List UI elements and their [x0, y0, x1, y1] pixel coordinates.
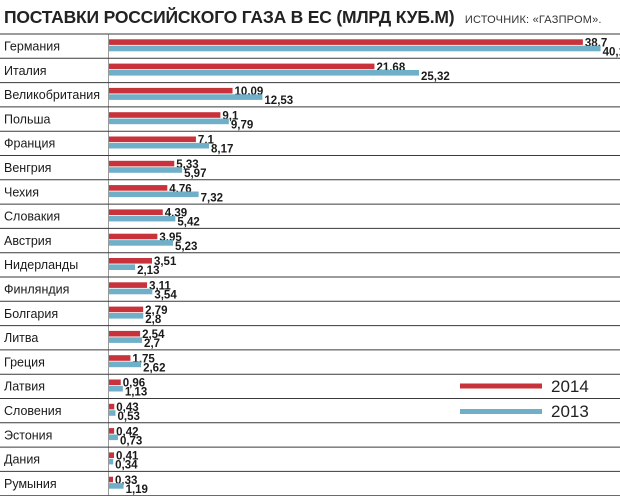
data-label-2013: 5,23: [175, 241, 197, 253]
bar-2014: [109, 428, 115, 434]
bar-2013: [109, 288, 153, 295]
data-label-2013: 0,73: [120, 435, 142, 447]
bar-2014: [109, 258, 152, 264]
data-label-2013: 0,53: [117, 411, 139, 423]
category-label: Литва: [4, 331, 38, 345]
data-label-2013: 5,97: [184, 168, 206, 180]
data-label-2014: 3,11: [149, 281, 171, 293]
data-label-2013: 1,13: [125, 387, 147, 399]
data-label-2013: 12,53: [264, 95, 293, 107]
bar-2014: [109, 63, 375, 70]
data-label-2014: 0,41: [116, 451, 139, 463]
category-label: Дания: [4, 453, 40, 467]
data-label-2013: 9,79: [231, 119, 253, 131]
bar-2013: [109, 45, 601, 52]
bar-2013: [109, 434, 118, 441]
bar-2013: [109, 142, 210, 149]
data-label-2014: 2,79: [145, 305, 167, 317]
category-label: Германия: [4, 40, 60, 54]
bar-2014: [109, 136, 196, 143]
category-label: Франция: [4, 137, 55, 151]
data-label-2014: 0,42: [116, 426, 138, 438]
category-label: Италия: [4, 64, 47, 78]
bar-2014: [109, 185, 168, 191]
bar-2014: [109, 330, 141, 337]
data-label-2013: 7,32: [201, 192, 223, 204]
legend-swatch-2014: [460, 383, 542, 389]
data-label-2013: 8,17: [211, 144, 233, 156]
bar-2014: [109, 87, 233, 94]
bar-2014: [109, 306, 144, 313]
data-label-2013: 1,19: [126, 484, 148, 496]
category-label: Чехия: [4, 185, 39, 199]
data-label-2014: 0,43: [116, 402, 138, 414]
data-label-2013: 40,15: [603, 47, 620, 59]
bar-2013: [109, 264, 136, 270]
bar-2013: [109, 337, 143, 343]
data-label-2013: 3,54: [154, 290, 177, 302]
data-label-2013: 2,7: [144, 338, 160, 350]
bar-2014: [109, 403, 115, 410]
legend-swatch-2013: [460, 409, 542, 414]
data-label-2013: 2,62: [143, 362, 165, 374]
category-label: Финляндия: [4, 283, 69, 297]
data-label-2014: 0,96: [123, 378, 145, 390]
data-label-2013: 5,42: [177, 217, 199, 229]
category-label: Латвия: [4, 380, 45, 394]
data-label-2014: 2,54: [142, 329, 165, 341]
bar-2013: [109, 94, 263, 100]
legend-label-2013: 2013: [551, 402, 589, 421]
chart-header: ПОСТАВКИ РОССИЙСКОГО ГАЗА В ЕС (МЛРД КУБ…: [4, 7, 616, 29]
bar-2014: [109, 379, 121, 386]
category-label: Венгрия: [4, 161, 51, 175]
category-label: Нидерланды: [4, 258, 78, 272]
data-label-2013: 2,13: [137, 265, 159, 277]
bar-2013: [109, 70, 420, 76]
bar-2013: [109, 483, 124, 489]
bar-2014: [109, 282, 148, 288]
bar-2014: [109, 209, 163, 215]
bar-2014: [109, 39, 583, 45]
category-label: Великобритания: [4, 88, 100, 102]
legend-label-2014: 2014: [551, 377, 589, 396]
category-label: Словакия: [4, 210, 60, 224]
bar-2013: [109, 410, 116, 416]
bar-2013: [109, 458, 114, 465]
bar-2013: [109, 240, 174, 246]
bar-2013: [109, 385, 123, 392]
chart-source: ИСТОЧНИК: «ГАЗПРОМ».: [464, 14, 602, 26]
bar-2014: [109, 452, 115, 458]
category-label: Австрия: [4, 234, 52, 248]
category-label: Румыния: [4, 477, 57, 491]
bar-2013: [109, 361, 142, 368]
category-label: Греция: [4, 355, 45, 369]
bar-2013: [109, 191, 199, 198]
bar-2014: [109, 233, 158, 240]
bar-2014: [109, 112, 221, 118]
bar-2013: [109, 167, 183, 173]
data-label-2013: 0,34: [115, 460, 138, 472]
bar-2014: [109, 476, 114, 483]
bar-2014: [109, 160, 175, 167]
bar-2013: [109, 215, 176, 222]
category-label: Эстония: [4, 428, 52, 442]
bar-2013: [109, 313, 144, 319]
bar-2014: [109, 355, 131, 361]
data-label-2013: 25,32: [421, 71, 450, 83]
data-label-2013: 2,8: [145, 314, 162, 326]
category-label: Болгария: [4, 307, 58, 321]
category-label: Польша: [4, 112, 50, 126]
chart-title: ПОСТАВКИ РОССИЙСКОГО ГАЗА В ЕС (МЛРД КУБ…: [4, 7, 455, 27]
bar-2013: [109, 118, 229, 125]
category-label: Словения: [4, 404, 62, 418]
data-label-2014: 3,51: [154, 256, 177, 268]
